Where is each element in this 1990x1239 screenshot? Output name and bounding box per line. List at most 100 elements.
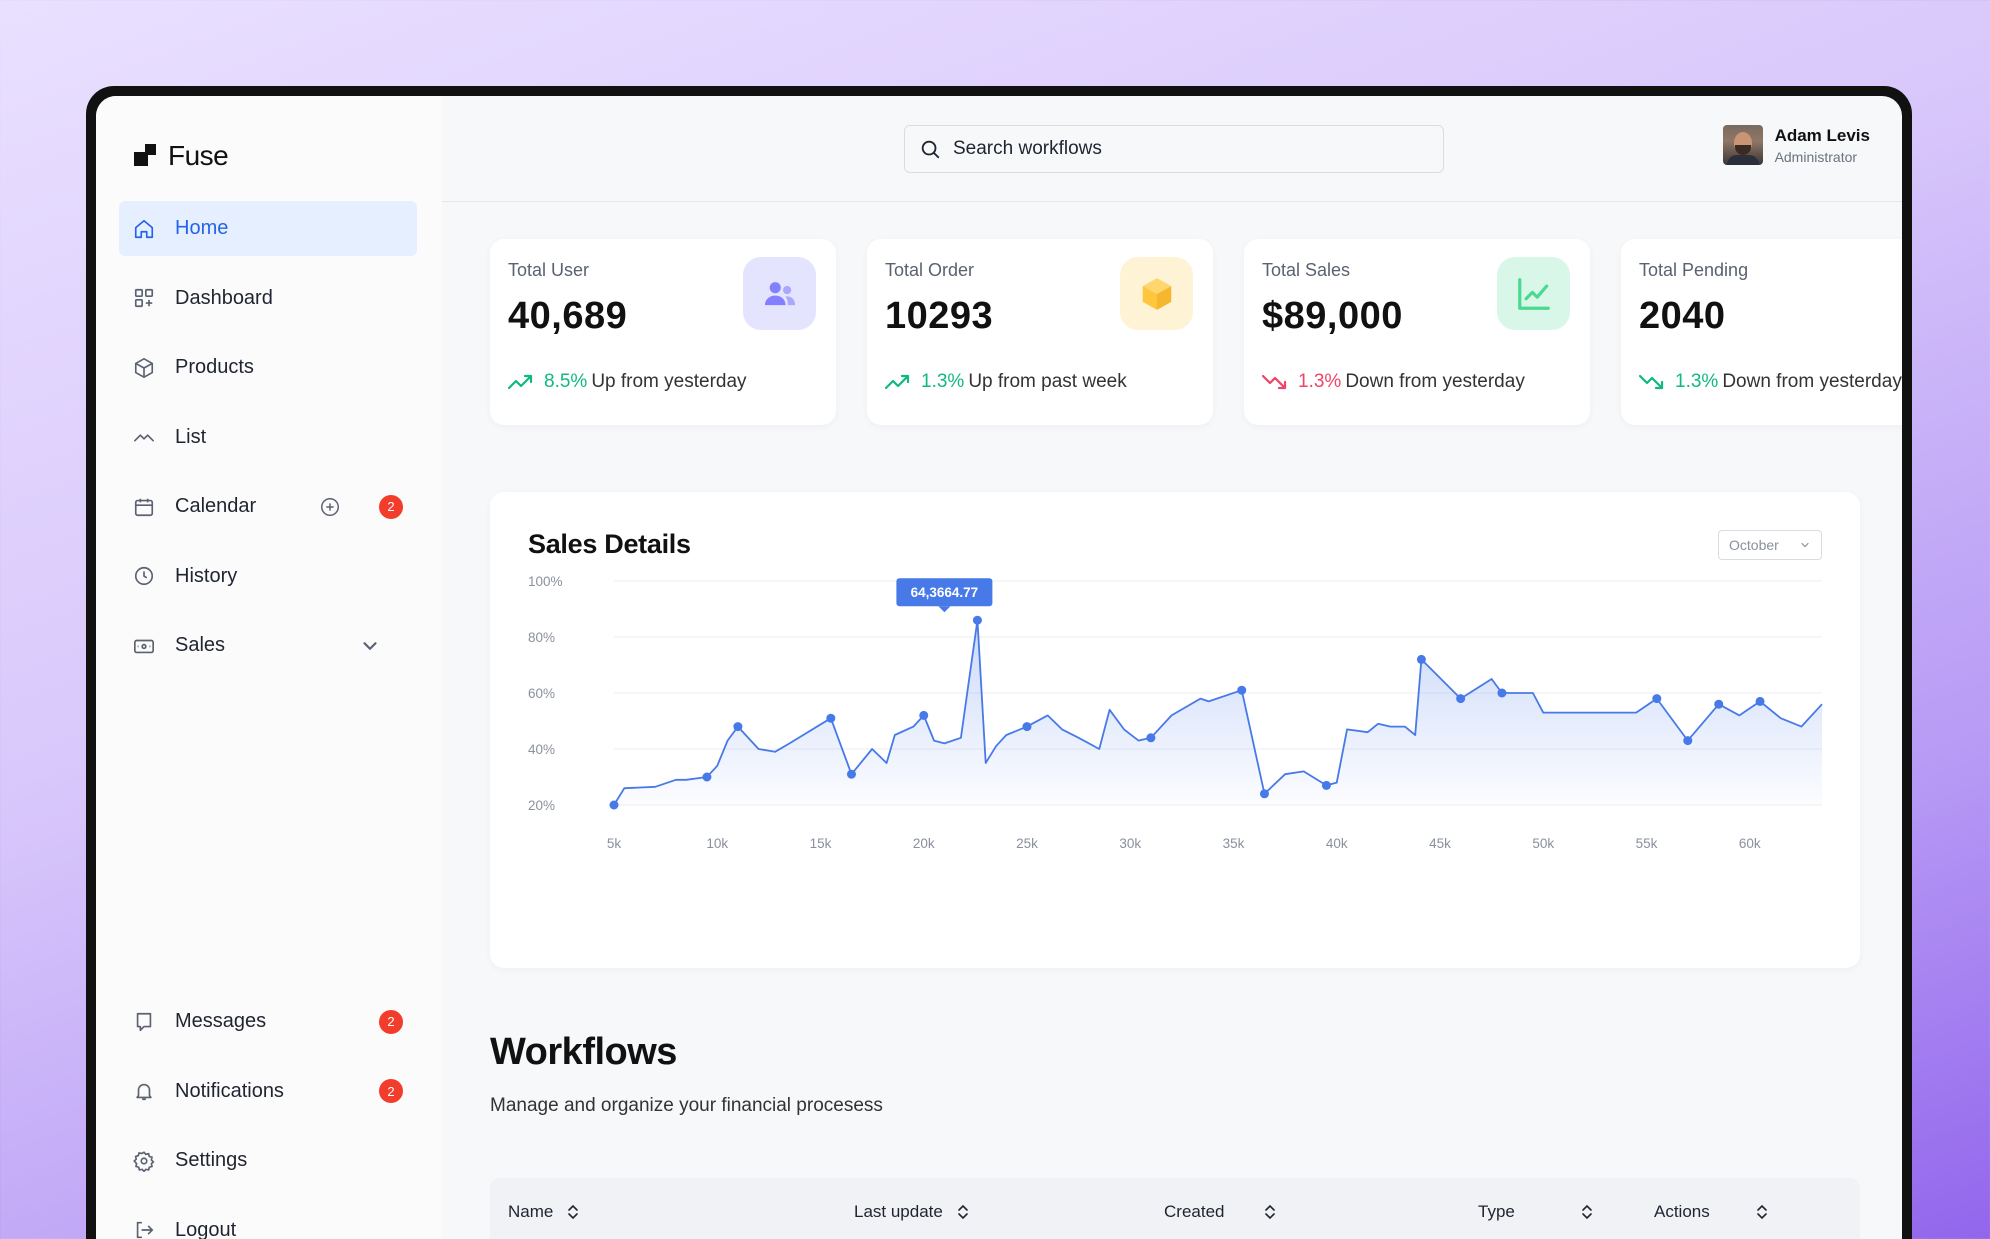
sidebar-item-home[interactable]: Home bbox=[119, 201, 417, 256]
y-tick-label: 80% bbox=[528, 630, 555, 645]
chevron-down-icon[interactable] bbox=[359, 635, 381, 657]
x-tick-label: 5k bbox=[607, 836, 622, 851]
x-tick-label: 45k bbox=[1429, 836, 1451, 851]
data-point[interactable] bbox=[1456, 694, 1466, 704]
x-tick-label: 60k bbox=[1739, 836, 1761, 851]
x-tick-label: 40k bbox=[1326, 836, 1348, 851]
stat-trend: 1.3% Down from yesterday bbox=[1639, 371, 1902, 393]
column-header-actions[interactable]: Actions bbox=[1654, 1202, 1768, 1222]
sidebar-item-label: Sales bbox=[175, 634, 226, 656]
stat-note: Down from yesterday bbox=[1345, 371, 1525, 392]
dashboard-icon bbox=[134, 288, 154, 308]
logo-icon bbox=[134, 144, 158, 168]
clock-icon bbox=[134, 566, 154, 586]
data-point[interactable] bbox=[1321, 780, 1331, 790]
sidebar-item-dashboard[interactable]: Dashboard bbox=[119, 271, 417, 326]
stat-value: 2040 bbox=[1639, 295, 1726, 337]
sidebar-item-settings[interactable]: Settings bbox=[119, 1133, 417, 1188]
sidebar-item-logout[interactable]: Logout bbox=[119, 1203, 417, 1239]
add-circle-icon[interactable] bbox=[319, 496, 341, 518]
data-point[interactable] bbox=[733, 722, 743, 732]
stat-label: Total Pending bbox=[1639, 260, 1749, 280]
data-point[interactable] bbox=[1259, 789, 1269, 799]
column-header-created[interactable]: Created bbox=[1164, 1202, 1276, 1222]
sidebar-item-list[interactable]: List bbox=[119, 410, 417, 465]
app-name: Fuse bbox=[168, 140, 229, 171]
data-point[interactable] bbox=[1497, 688, 1507, 698]
chevron-down-icon bbox=[1801, 542, 1809, 548]
column-header-type[interactable]: Type bbox=[1478, 1202, 1593, 1222]
data-point[interactable] bbox=[1146, 733, 1156, 743]
sidebar-item-label: Calendar bbox=[175, 495, 257, 517]
sort-icon bbox=[568, 1204, 579, 1220]
data-point[interactable] bbox=[1755, 696, 1765, 706]
search-input[interactable]: Search workflows bbox=[904, 125, 1444, 173]
sidebar-item-notifications[interactable]: Notifications 2 bbox=[119, 1064, 417, 1119]
month-select[interactable]: October bbox=[1718, 530, 1822, 560]
top-header: Search workflows Adam Levis Administrato… bbox=[442, 96, 1902, 202]
data-point[interactable] bbox=[919, 710, 929, 720]
notifications-badge: 2 bbox=[379, 1079, 403, 1103]
tooltip-box bbox=[896, 578, 993, 607]
y-tick-label: 100% bbox=[528, 574, 563, 589]
sales-chart: 100% 80% 60% 40% 20% 5k 10k 15k 20k 25k 30k 35k 40k 4… bbox=[528, 574, 1823, 851]
sidebar-item-label: History bbox=[175, 564, 238, 587]
y-tick-label: 60% bbox=[528, 686, 555, 701]
data-point[interactable] bbox=[1022, 722, 1032, 732]
sidebar-item-label: List bbox=[175, 425, 207, 448]
sort-icon bbox=[1265, 1204, 1276, 1220]
data-point[interactable] bbox=[1714, 699, 1724, 709]
column-label: Created bbox=[1164, 1202, 1225, 1221]
data-point[interactable] bbox=[846, 769, 856, 779]
tooltip-label: 64,3664.77 bbox=[911, 585, 979, 600]
data-point[interactable] bbox=[972, 615, 982, 625]
column-label: Actions bbox=[1654, 1202, 1710, 1221]
app-logo[interactable]: Fuse bbox=[134, 140, 229, 172]
stat-trend: 8.5% Up from yesterday bbox=[508, 371, 747, 393]
column-header-name[interactable]: Name bbox=[508, 1202, 579, 1222]
gear-icon bbox=[133, 1150, 155, 1172]
workflows-subtitle: Manage and organize your financial proce… bbox=[490, 1095, 883, 1116]
stat-card-total-pending: Total Pending 2040 1.3% Down from yester… bbox=[1621, 239, 1902, 425]
data-point[interactable] bbox=[702, 772, 712, 782]
sidebar-nav: Home Dashboard Products List Calendar bbox=[119, 201, 417, 688]
users-icon bbox=[743, 257, 816, 330]
user-role: Administrator bbox=[1774, 148, 1858, 165]
x-tick-label: 25k bbox=[1016, 836, 1038, 851]
cube-icon bbox=[1120, 257, 1193, 330]
sidebar-item-calendar[interactable]: Calendar 2 bbox=[119, 479, 417, 534]
stat-card-total-user: Total User 40,689 8.5% Up from yesterday bbox=[490, 239, 836, 425]
column-label: Last update bbox=[854, 1202, 943, 1221]
data-point[interactable] bbox=[1237, 685, 1247, 695]
sidebar-item-messages[interactable]: Messages 2 bbox=[119, 994, 417, 1049]
sidebar-item-label: Home bbox=[175, 217, 229, 239]
sales-title: Sales Details bbox=[528, 529, 691, 559]
trend-line-icon bbox=[134, 434, 154, 442]
stat-card-total-order: Total Order 10293 1.3% Up from past week bbox=[867, 239, 1213, 425]
calendar-badge: 2 bbox=[379, 494, 403, 519]
x-tick-label: 35k bbox=[1223, 836, 1245, 851]
data-point[interactable] bbox=[609, 800, 619, 810]
search-placeholder: Search workflows bbox=[953, 138, 1102, 159]
data-point[interactable] bbox=[1683, 736, 1693, 746]
box-icon bbox=[134, 357, 154, 378]
column-header-last-update[interactable]: Last update bbox=[854, 1202, 969, 1222]
sidebar-item-history[interactable]: History bbox=[119, 549, 417, 604]
stat-label: Total Order bbox=[885, 260, 975, 280]
user-profile[interactable]: Adam Levis Administrator bbox=[1722, 125, 1870, 165]
stat-percent: 1.3% bbox=[921, 371, 965, 392]
home-icon bbox=[134, 219, 154, 238]
sidebar-bottom-nav: Messages 2 Notifications 2 Settings Logo… bbox=[119, 994, 417, 1239]
data-point[interactable] bbox=[826, 713, 836, 723]
data-point[interactable] bbox=[1652, 694, 1662, 704]
stat-trend: 1.3% Up from past week bbox=[885, 371, 1127, 393]
avatar bbox=[1722, 125, 1763, 165]
sidebar-item-sales[interactable]: Sales bbox=[119, 618, 417, 673]
sidebar-item-products[interactable]: Products bbox=[119, 340, 417, 395]
data-point[interactable] bbox=[1416, 654, 1426, 664]
sort-icon bbox=[1756, 1204, 1767, 1220]
trend-down-icon bbox=[1262, 374, 1287, 390]
app-screen: Fuse Home Dashboard Products List bbox=[96, 96, 1902, 1239]
stat-percent: 8.5% bbox=[544, 371, 588, 392]
stat-note: Up from past week bbox=[968, 371, 1127, 392]
